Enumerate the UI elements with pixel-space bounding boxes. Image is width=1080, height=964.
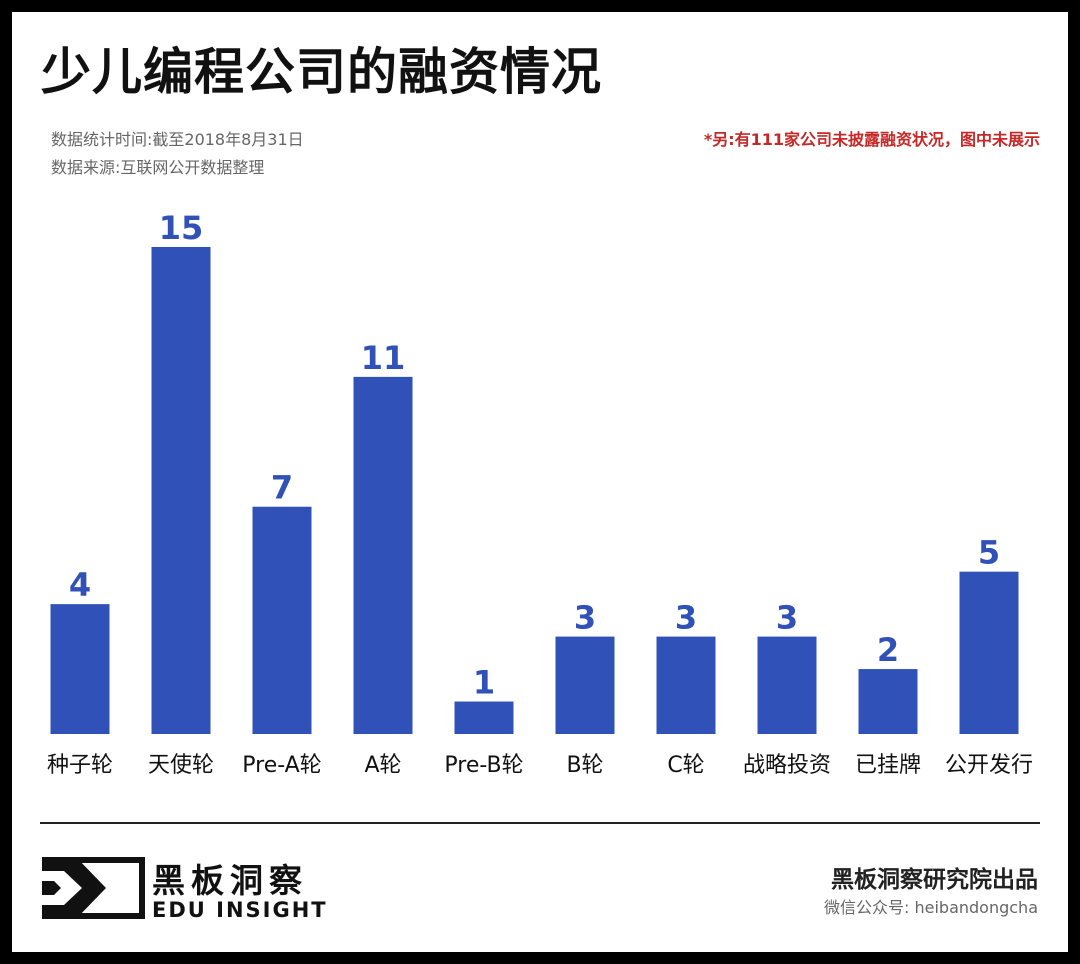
data-label-3: 11 <box>361 339 406 377</box>
edu-insight-logo-icon <box>42 857 145 919</box>
data-label-4: 1 <box>473 664 495 702</box>
page-title: 少儿编程公司的融资情况 <box>41 43 602 101</box>
bar-4 <box>454 701 514 734</box>
data-label-7: 3 <box>776 599 798 637</box>
data-label-5: 3 <box>574 599 596 637</box>
data-label-0: 4 <box>69 566 91 604</box>
bar-0 <box>50 604 110 734</box>
data-label-2: 7 <box>271 469 293 507</box>
bar-7 <box>757 636 817 734</box>
data-label-1: 15 <box>159 209 204 247</box>
bar-chart: 4 种子轮 15 天使轮 7 Pre-A轮 11 A轮 1 Pre-B轮 3 B轮 3 C轮 3 战略投资 2 已… <box>47 209 1033 778</box>
data-label-9: 5 <box>978 534 1000 572</box>
category-label-1: 天使轮 <box>148 753 214 778</box>
category-label-6: C轮 <box>667 753 704 778</box>
category-label-2: Pre-A轮 <box>242 753 321 778</box>
category-label-9: 公开发行 <box>945 753 1033 778</box>
bar-6 <box>656 636 716 734</box>
bar-3 <box>353 376 413 734</box>
category-label-0: 种子轮 <box>47 753 113 778</box>
chart-card: 少儿编程公司的融资情况 数据统计时间:截至2018年8月31日 数据来源:互联网… <box>12 12 1068 952</box>
bar-2 <box>252 506 312 734</box>
data-source-text: 数据来源:互联网公开数据整理 <box>51 158 265 177</box>
data-label-8: 2 <box>877 631 899 669</box>
brand-name-cn: 黑板洞察 <box>152 861 308 900</box>
category-label-3: A轮 <box>364 753 401 778</box>
data-label-6: 3 <box>675 599 697 637</box>
footer-divider <box>40 822 1040 824</box>
wechat-account-text: 微信公众号: heibandongcha <box>824 898 1038 917</box>
bar-1 <box>151 247 211 734</box>
bar-9 <box>959 571 1019 734</box>
category-label-5: B轮 <box>566 753 603 778</box>
footnote-text: *另:有111家公司未披露融资状况，图中未展示 <box>703 130 1040 149</box>
bar-5 <box>555 636 615 734</box>
producer-text: 黑板洞察研究院出品 <box>831 867 1038 893</box>
category-label-8: 已挂牌 <box>855 753 921 778</box>
brand-name-en: EDU INSIGHT <box>152 898 328 922</box>
category-label-4: Pre-B轮 <box>444 753 523 778</box>
stat-time-text: 数据统计时间:截至2018年8月31日 <box>51 130 304 149</box>
category-label-7: 战略投资 <box>743 753 831 778</box>
bar-8 <box>858 669 918 734</box>
